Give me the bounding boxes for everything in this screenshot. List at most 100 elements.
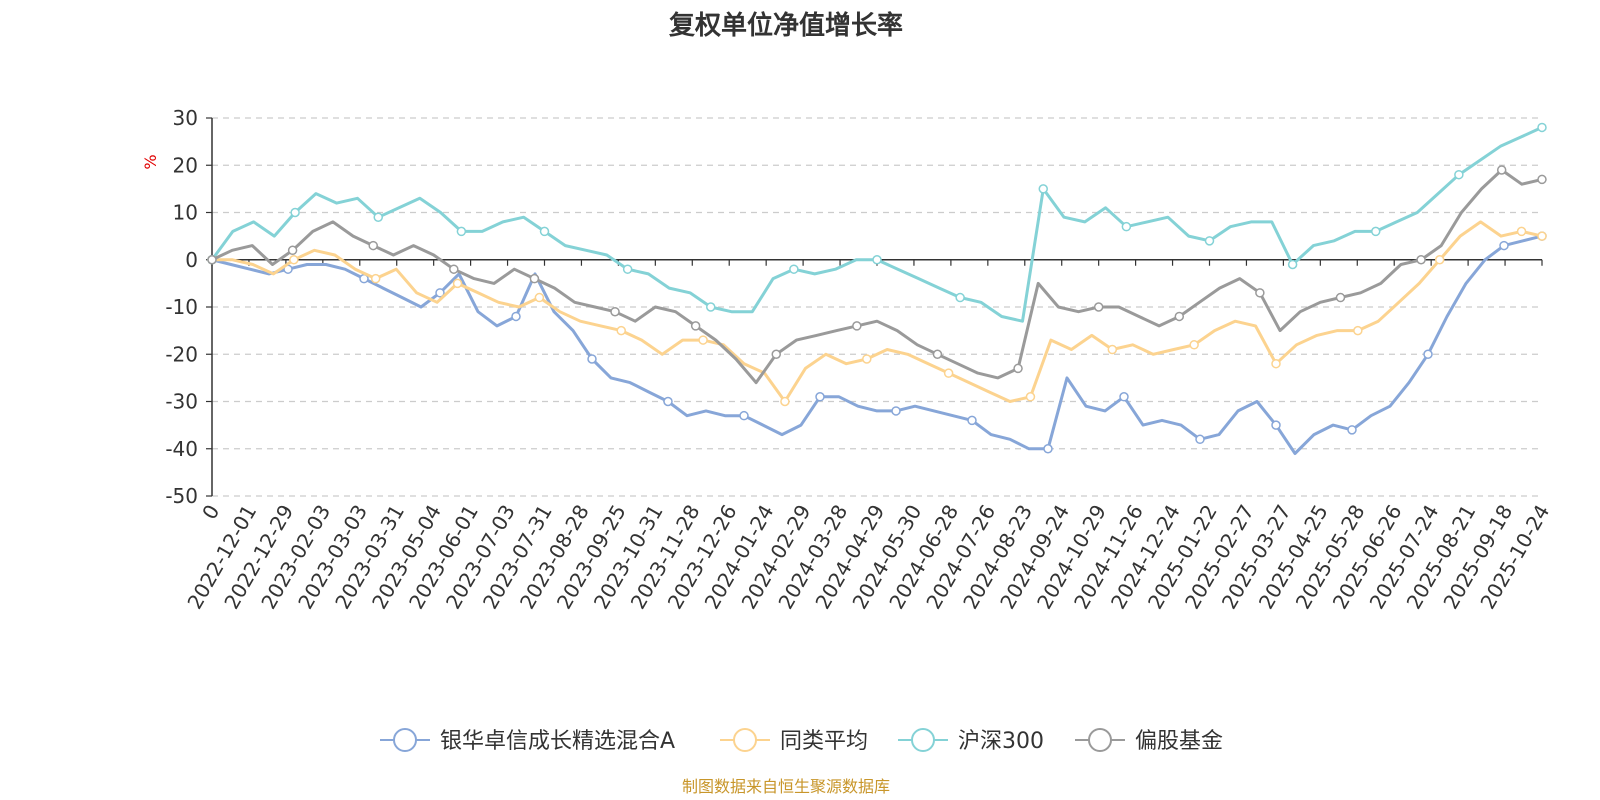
data-point [539, 226, 550, 237]
data-point [967, 415, 977, 426]
legend-label: 银华卓信成长精选混合A [440, 729, 675, 754]
data-point [663, 396, 673, 407]
y-tick-label: -50 [165, 484, 198, 508]
data-point [511, 311, 521, 322]
data-point [1423, 349, 1433, 359]
legend-marker [911, 728, 935, 752]
data-point [622, 264, 633, 274]
y-tick-label: 20 [173, 153, 198, 177]
legend: 银华卓信成长精选混合A 同类平均 沪深300 偏股基金 [380, 728, 1223, 754]
data-point [610, 306, 620, 317]
data-point [456, 226, 467, 237]
data-point [529, 273, 540, 284]
data-point [1025, 392, 1036, 402]
data-point [452, 278, 463, 289]
data-point [771, 349, 781, 359]
data-point [1255, 288, 1265, 298]
data-point [289, 255, 299, 265]
data-point [534, 292, 545, 303]
legend-item[interactable]: 同类平均 [720, 728, 868, 754]
data-point [1287, 259, 1298, 270]
legend-marker [393, 728, 417, 752]
data-point [1416, 255, 1426, 265]
chart-title: 复权单位净值增长率 [669, 10, 903, 41]
data-point [872, 255, 882, 265]
data-point [207, 255, 217, 265]
legend-marker [1088, 728, 1112, 752]
data-point [1347, 425, 1357, 435]
data-point [1454, 169, 1464, 180]
data-point [1271, 358, 1281, 369]
data-point [1434, 255, 1445, 265]
data-point [290, 207, 300, 218]
legend-item[interactable]: 银华卓信成长精选混合A [380, 728, 675, 754]
y-tick-label: -30 [165, 390, 198, 414]
series-line [211, 168, 1543, 385]
x-tick-label: 0 [197, 501, 224, 524]
data-point [739, 410, 749, 421]
data-point [287, 245, 298, 256]
legend-label: 沪深300 [958, 729, 1044, 754]
data-point [1353, 325, 1363, 336]
data-point [1013, 363, 1023, 374]
data-point [368, 240, 378, 251]
legend-label: 偏股基金 [1135, 729, 1223, 754]
source-note: 制图数据来自恒生聚源数据库 [682, 777, 890, 796]
data-point [616, 325, 626, 336]
data-point [370, 273, 381, 284]
data-point [698, 335, 708, 345]
legend-label: 同类平均 [780, 729, 868, 754]
data-point [1499, 240, 1509, 251]
y-tick-label: 10 [173, 201, 198, 225]
data-point [852, 321, 862, 331]
data-point [1371, 226, 1381, 237]
data-point [706, 302, 716, 312]
series-line [211, 234, 1543, 455]
data-point [587, 354, 597, 364]
series-line [212, 220, 1543, 403]
series-layer [207, 122, 1547, 455]
data-point [1107, 344, 1118, 355]
data-point [789, 264, 799, 274]
y-tick-labels: 30 20 10 0 -10 -20 -30 -40 -50 [165, 106, 198, 508]
x-tick-labels: 02022-12-012022-12-292023-02-032023-03-0… [182, 500, 1554, 613]
y-tick-label: -40 [165, 437, 198, 461]
data-point [780, 396, 790, 407]
y-axis-unit: % [141, 154, 160, 169]
data-point [1271, 420, 1281, 430]
y-tick-label: 0 [185, 248, 198, 272]
data-point [1335, 292, 1346, 303]
data-point [1043, 444, 1053, 454]
grid [212, 117, 1542, 497]
data-point [435, 288, 445, 298]
data-point [1195, 434, 1205, 445]
data-point [1038, 184, 1048, 194]
data-point [1537, 231, 1547, 241]
legend-item[interactable]: 偏股基金 [1075, 728, 1223, 754]
data-point [943, 368, 954, 378]
data-point [1119, 392, 1129, 402]
data-point [690, 321, 701, 331]
data-point [955, 292, 965, 303]
legend-item[interactable]: 沪深300 [898, 728, 1044, 754]
data-point [1121, 221, 1132, 232]
data-point [891, 406, 901, 416]
data-point [1537, 174, 1547, 185]
data-point [373, 212, 383, 222]
data-point [932, 349, 943, 359]
data-point [1204, 236, 1215, 246]
data-point [1516, 226, 1527, 237]
data-point [1537, 122, 1547, 133]
data-point [449, 264, 459, 274]
data-point [1093, 302, 1104, 312]
y-tick-label: -20 [165, 342, 198, 366]
y-tick-label: -10 [165, 295, 198, 319]
legend-marker [733, 728, 757, 752]
data-point [1496, 165, 1507, 175]
data-point [1174, 311, 1185, 322]
data-point [862, 354, 872, 364]
data-point [815, 392, 825, 402]
y-tick-label: 30 [173, 106, 198, 130]
data-point [1189, 340, 1199, 350]
